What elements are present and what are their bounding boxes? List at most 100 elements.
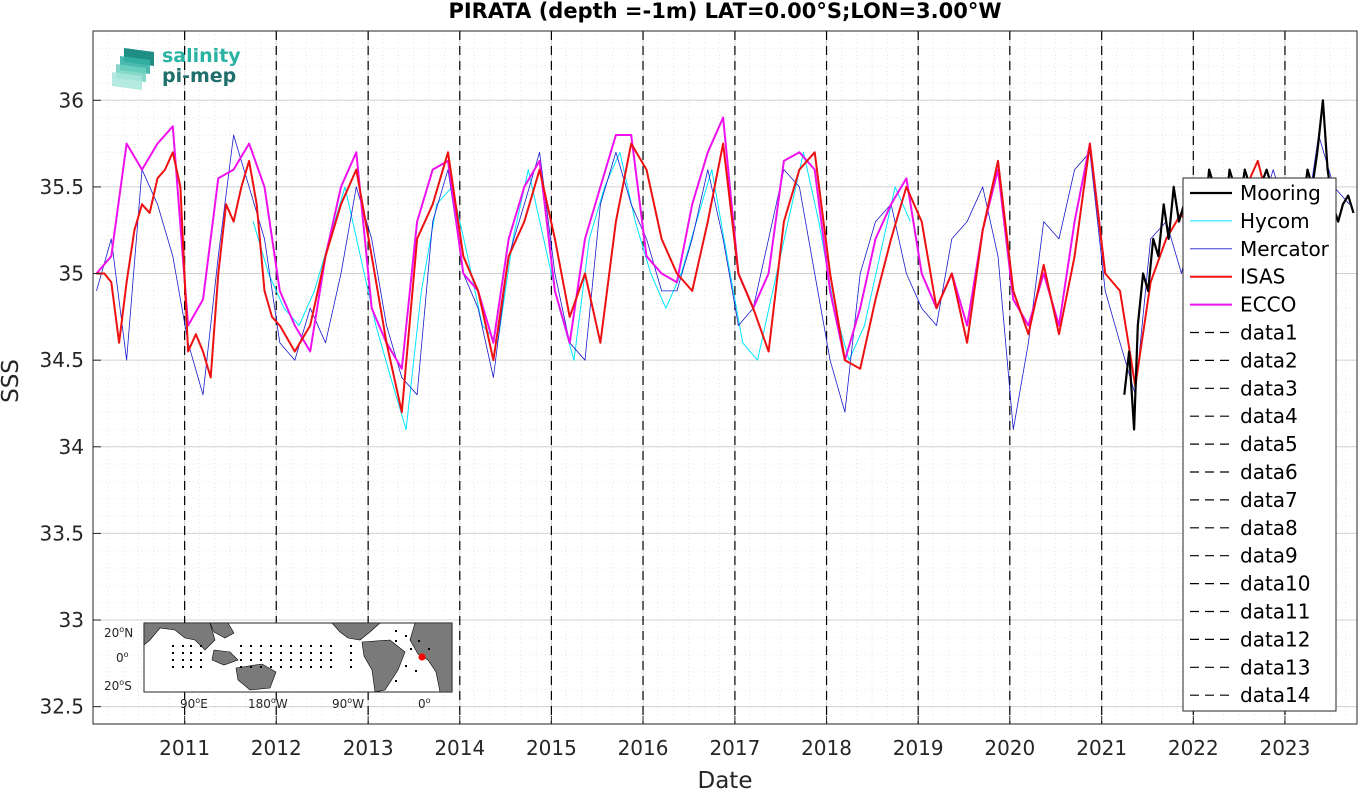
lat-label-0: 0o bbox=[116, 650, 129, 665]
lon-label-180w: 180oW bbox=[248, 696, 288, 711]
y-tick-label: 34.5 bbox=[39, 348, 84, 372]
legend-label-hycom: Hycom bbox=[1240, 209, 1310, 233]
buoy-dot bbox=[260, 645, 262, 647]
y-tick-label: 35 bbox=[59, 262, 84, 286]
plot-frame bbox=[92, 30, 1358, 725]
x-tick-label: 2022 bbox=[1168, 736, 1219, 760]
buoy-dot bbox=[350, 659, 352, 661]
x-tick-label: 2011 bbox=[159, 736, 210, 760]
buoy-dot bbox=[200, 652, 202, 654]
buoy-dot bbox=[320, 645, 322, 647]
x-tick-label: 2020 bbox=[984, 736, 1035, 760]
land-africa bbox=[409, 622, 453, 693]
buoy-dot bbox=[290, 652, 292, 654]
legend-label-data7: data7 bbox=[1240, 488, 1298, 512]
legend-label-data1: data1 bbox=[1240, 321, 1298, 345]
x-tick-label: 2019 bbox=[893, 736, 944, 760]
x-tick-label: 2012 bbox=[251, 736, 302, 760]
buoy-dot bbox=[260, 666, 262, 668]
lat-label-20s: 20oS bbox=[104, 678, 132, 693]
buoy-dot bbox=[172, 652, 174, 654]
buoy-dot bbox=[410, 648, 412, 650]
land-australia bbox=[235, 663, 277, 691]
legend-label-data8: data8 bbox=[1240, 516, 1298, 540]
buoy-dot bbox=[200, 659, 202, 661]
buoy-dot bbox=[250, 659, 252, 661]
lon-label-0: 0o bbox=[418, 696, 431, 711]
inset-lat-labels: 20oN 0o 20oS bbox=[104, 625, 133, 693]
logo-mark-icon bbox=[112, 48, 154, 90]
legend-label-data13: data13 bbox=[1240, 655, 1311, 679]
legend-label-data3: data3 bbox=[1240, 376, 1298, 400]
buoy-dot bbox=[330, 652, 332, 654]
lon-label-90w: 90oW bbox=[332, 696, 364, 711]
land-south-america bbox=[361, 639, 406, 693]
x-tick-label: 2016 bbox=[618, 736, 669, 760]
x-tick-label: 2021 bbox=[1076, 736, 1127, 760]
buoy-dot bbox=[260, 659, 262, 661]
buoy-dot bbox=[182, 645, 184, 647]
legend-label-ecco: ECCO bbox=[1240, 293, 1296, 317]
x-tick-label: 2015 bbox=[526, 736, 577, 760]
land-central-america bbox=[331, 622, 381, 641]
buoy-dot bbox=[290, 645, 292, 647]
buoy-dot bbox=[330, 645, 332, 647]
legend-label-data14: data14 bbox=[1240, 683, 1311, 707]
land-indonesia bbox=[211, 649, 239, 666]
x-tick-label: 2023 bbox=[1259, 736, 1310, 760]
legend-label-isas: ISAS bbox=[1240, 265, 1285, 289]
x-tick-label: 2013 bbox=[343, 736, 394, 760]
buoy-dot bbox=[240, 645, 242, 647]
buoy-dot bbox=[350, 645, 352, 647]
buoy-dot bbox=[428, 648, 430, 650]
x-axis-ticks: 2011 2012 2013 2014 2015 2016 2017 2018 2019 2020… bbox=[159, 716, 1310, 760]
legend-label-data6: data6 bbox=[1240, 460, 1298, 484]
selected-location-marker bbox=[418, 653, 426, 661]
buoy-dot bbox=[405, 635, 407, 637]
salinity-pimep-logo: salinity pi-mep bbox=[110, 46, 250, 98]
buoy-dot bbox=[300, 666, 302, 668]
buoy-dot bbox=[330, 659, 332, 661]
buoy-dot bbox=[200, 666, 202, 668]
buoy-dot bbox=[300, 659, 302, 661]
buoy-dot bbox=[395, 640, 397, 642]
x-tick-label: 2014 bbox=[434, 736, 485, 760]
buoy-dot bbox=[182, 666, 184, 668]
x-tick-label: 2018 bbox=[801, 736, 852, 760]
buoy-dot bbox=[300, 652, 302, 654]
buoy-dot bbox=[240, 659, 242, 661]
buoy-dot bbox=[190, 666, 192, 668]
buoy-dot bbox=[190, 645, 192, 647]
buoy-dot bbox=[280, 666, 282, 668]
lon-label-90e: 90oE bbox=[180, 696, 208, 711]
series-line-hycom bbox=[252, 151, 911, 430]
y-tick-label: 33 bbox=[59, 608, 84, 632]
logo-word-pimep: pi-mep bbox=[162, 65, 237, 87]
y-axis-ticks: 32.5 33 33.5 34 34.5 35 35.5 36 bbox=[39, 88, 101, 719]
buoy-dot bbox=[418, 640, 420, 642]
buoy-dot bbox=[320, 666, 322, 668]
buoy-dot bbox=[350, 652, 352, 654]
buoy-dot bbox=[172, 666, 174, 668]
logo-word-salinity: salinity bbox=[162, 45, 241, 67]
buoy-dot bbox=[270, 652, 272, 654]
legend-label-data12: data12 bbox=[1240, 627, 1311, 651]
buoy-dot bbox=[310, 645, 312, 647]
buoy-dot bbox=[350, 666, 352, 668]
buoy-dot bbox=[290, 666, 292, 668]
buoy-dot bbox=[280, 645, 282, 647]
legend-label-data5: data5 bbox=[1240, 432, 1298, 456]
buoy-dot bbox=[270, 666, 272, 668]
land-asia bbox=[143, 622, 216, 651]
lat-label-20n: 20oN bbox=[104, 625, 133, 640]
inset-location-map: 20oN 0o 20oS 90oE 180oW 90oW 0o bbox=[104, 622, 453, 711]
buoy-dot bbox=[320, 659, 322, 661]
buoy-dot bbox=[270, 645, 272, 647]
buoy-dot bbox=[310, 659, 312, 661]
buoy-dot bbox=[395, 630, 397, 632]
chart-title: PIRATA (depth =-1m) LAT=0.00°S;LON=3.00°… bbox=[448, 0, 1001, 23]
buoy-dot bbox=[405, 665, 407, 667]
buoy-dot bbox=[172, 645, 174, 647]
legend: Mooring Hycom Mercator ISAS ECCO data1 data2 da… bbox=[1182, 177, 1337, 712]
